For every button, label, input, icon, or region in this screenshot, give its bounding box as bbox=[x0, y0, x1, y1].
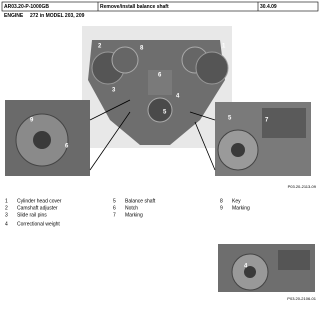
legend-number: 4 bbox=[5, 221, 8, 227]
callout: 6 bbox=[65, 144, 69, 150]
doc-title: Remove/install balance shaft bbox=[100, 4, 169, 10]
legend-number: 6 bbox=[113, 205, 116, 211]
figure-code: P03.20-2113-09 bbox=[288, 184, 317, 189]
legend-text: Marking bbox=[125, 212, 143, 218]
callout: 2 bbox=[98, 44, 102, 50]
main-photo bbox=[82, 26, 232, 148]
engine-text: 272 in MODEL 203, 209 bbox=[30, 13, 85, 19]
legend-text: Notch bbox=[125, 205, 138, 211]
callout: 4 bbox=[176, 94, 180, 100]
legend-number: 3 bbox=[5, 212, 8, 218]
legend-number: 7 bbox=[113, 212, 116, 218]
legend-number: 5 bbox=[113, 198, 116, 204]
bottom-photo bbox=[218, 244, 315, 292]
legend-text: Key bbox=[232, 198, 241, 204]
callout: 1 bbox=[222, 44, 226, 50]
legend-text: Cylinder head cover bbox=[17, 198, 62, 204]
callout: 8 bbox=[140, 46, 144, 52]
legend-number: 2 bbox=[5, 205, 8, 211]
callout: 4 bbox=[244, 264, 248, 270]
legend-number: 9 bbox=[220, 205, 223, 211]
engine-label: ENGINE bbox=[4, 13, 24, 19]
figure-code: P03.20-2106-01 bbox=[287, 296, 316, 301]
legend-text: Marking bbox=[232, 205, 250, 211]
legend-text: Slide rail pins bbox=[17, 212, 47, 218]
callout: 3 bbox=[112, 88, 116, 94]
callout: 5 bbox=[228, 116, 232, 122]
legend-text: Correctional weight bbox=[17, 221, 60, 227]
callout: 9 bbox=[30, 118, 34, 124]
right-inset-photo bbox=[189, 102, 311, 176]
legend: 1 Cylinder head cover 2 Camshaft adjuster 3 S… bbox=[5, 198, 250, 227]
legend-number: 1 bbox=[5, 198, 8, 204]
doc-date: 30.4.09 bbox=[260, 4, 277, 10]
left-inset-photo bbox=[5, 99, 131, 176]
header-box bbox=[1, 1, 319, 12]
callout: 6 bbox=[158, 73, 162, 79]
legend-number: 8 bbox=[220, 198, 223, 204]
legend-text: Balance shaft bbox=[125, 198, 156, 204]
callout: 7 bbox=[265, 118, 269, 124]
callout: 5 bbox=[163, 110, 167, 116]
legend-text: Camshaft adjuster bbox=[17, 205, 58, 211]
doc-code: AR03.20-P-1000GB bbox=[4, 4, 49, 10]
